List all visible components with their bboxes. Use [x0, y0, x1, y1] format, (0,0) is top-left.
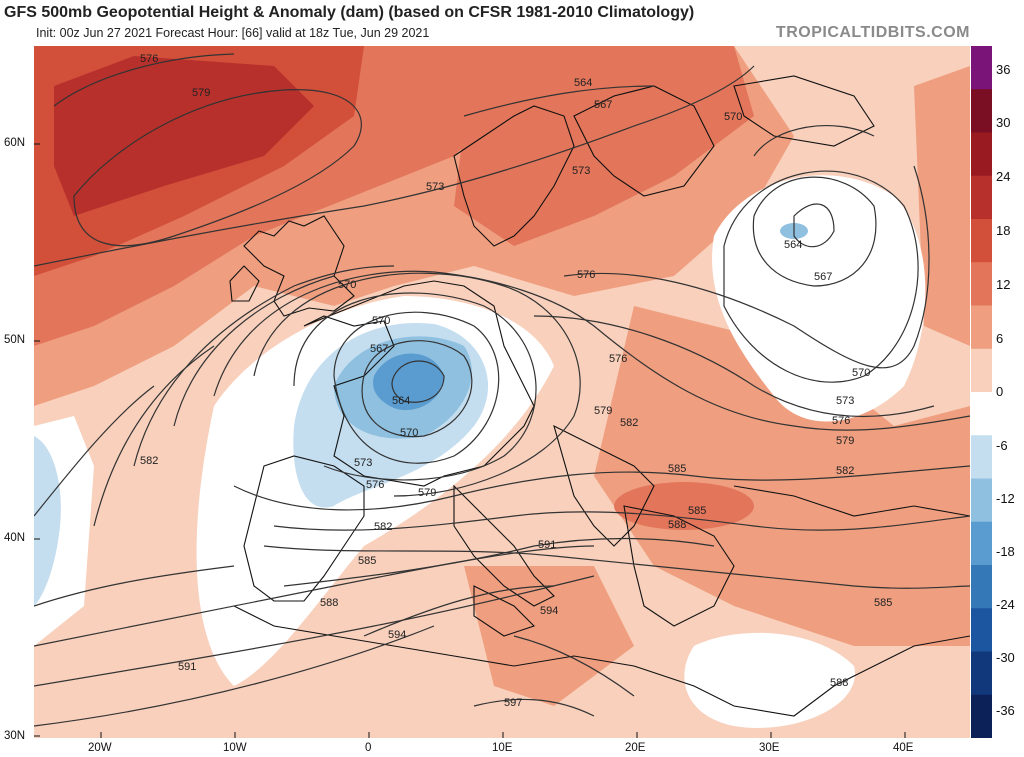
- contour-label: 570: [724, 111, 742, 123]
- contour-label: 585: [358, 555, 376, 567]
- lat-label: 40N: [4, 532, 26, 544]
- lat-label: 50N: [4, 334, 26, 346]
- contour-label: 570: [852, 367, 870, 379]
- contour-label: 582: [140, 455, 158, 467]
- colorbar-label: 18: [996, 223, 1011, 238]
- colorbar-label: 30: [996, 115, 1011, 130]
- contour-label: 594: [388, 629, 406, 641]
- contour-label: 567: [370, 343, 388, 355]
- lon-label: 20E: [625, 742, 646, 754]
- colorbar-swatch: [971, 219, 992, 263]
- contour-label: 564: [392, 395, 410, 407]
- colorbar-label: 24: [996, 169, 1011, 184]
- lat-label: 30N: [4, 730, 26, 742]
- map-svg: 576 579 564 567 570 573 573 570 576 564 …: [34, 46, 970, 738]
- contour-label: 579: [594, 405, 612, 417]
- contour-label: 576: [140, 53, 158, 65]
- colorbar-label: 0: [996, 384, 1004, 399]
- colorbar-label: 6: [996, 331, 1004, 346]
- graticule-ticks: [34, 143, 906, 738]
- anomaly-neutral-east: [712, 175, 926, 422]
- anomaly-positive-24: [54, 56, 314, 216]
- lon-label: 30E: [759, 742, 780, 754]
- colorbar-swatches: [971, 46, 992, 738]
- contour-label: 585: [688, 505, 706, 517]
- contour-label: 576: [366, 479, 384, 491]
- colorbar-swatch: [971, 89, 992, 133]
- colorbar-label: -36: [996, 703, 1015, 718]
- colorbar-swatch: [971, 132, 992, 177]
- contour-label: 585: [874, 597, 892, 609]
- colorbar-swatch: [971, 348, 992, 393]
- contour-label-group: 576 579 564 567 570 573 573 570 576 564 …: [140, 53, 892, 709]
- colorbar-swatch: [971, 478, 992, 523]
- colorbar-label: -18: [996, 544, 1015, 559]
- contour-label: 567: [594, 99, 612, 111]
- colorbar-label: -30: [996, 650, 1015, 665]
- colorbar-label: -6: [996, 438, 1008, 453]
- colorbar-swatch: [971, 608, 992, 652]
- colorbar-swatch: [971, 435, 992, 479]
- contour-label: 576: [609, 353, 627, 365]
- contour-label: 585: [668, 463, 686, 475]
- colorbar-label: 12: [996, 277, 1011, 292]
- anomaly-neutral-south: [684, 632, 855, 728]
- anomaly-positive-6-south: [464, 566, 634, 706]
- anomaly-map: 576 579 564 567 570 573 573 570 576 564 …: [34, 46, 970, 738]
- colorbar-swatch: [971, 521, 992, 566]
- contour-label: 573: [426, 181, 444, 193]
- brand-watermark[interactable]: TROPICALTIDBITS.COM: [775, 24, 970, 41]
- contour-label: 567: [814, 271, 832, 283]
- lon-label: 0: [365, 742, 372, 754]
- contour-label: 588: [668, 519, 686, 531]
- colorbar-label: -12: [996, 491, 1015, 506]
- lat-label: 60N: [4, 137, 26, 149]
- colorbar-swatch: [971, 262, 992, 306]
- lon-label: 10E: [492, 742, 513, 754]
- contour-label: 591: [538, 539, 556, 551]
- contour-label: 570: [400, 427, 418, 439]
- contour-label: 582: [620, 417, 638, 429]
- colorbar-label: -24: [996, 597, 1015, 612]
- contour-label: 579: [192, 87, 210, 99]
- contour-label: 570: [338, 279, 356, 291]
- contour-label: 597: [504, 697, 522, 709]
- anomaly-positive-12-north: [414, 46, 754, 246]
- height-contours: [34, 53, 970, 727]
- contour-label: 573: [572, 165, 590, 177]
- colorbar-swatch: [971, 392, 992, 436]
- anomaly-negative-sw: [34, 436, 61, 606]
- colorbar-label: 36: [996, 62, 1011, 77]
- contour-label: 564: [784, 239, 802, 251]
- map-title: GFS 500mb Geopotential Height & Anomaly …: [4, 4, 695, 21]
- contour-label: 564: [574, 77, 592, 89]
- lon-label: 40E: [893, 742, 914, 754]
- colorbar: [971, 46, 992, 738]
- contour-label: 576: [832, 415, 850, 427]
- contour-label: 588: [320, 597, 338, 609]
- colorbar-swatch: [971, 651, 992, 696]
- map-subtitle: Init: 00z Jun 27 2021 Forecast Hour: [66…: [36, 26, 430, 40]
- contour-label: 573: [836, 395, 854, 407]
- colorbar-swatch: [971, 305, 992, 350]
- colorbar-swatch: [971, 694, 992, 738]
- contour-label: 582: [836, 465, 854, 477]
- contour-label: 591: [178, 661, 196, 673]
- lon-label: 20W: [88, 742, 112, 754]
- contour-label: 588: [830, 677, 848, 689]
- contour-label: 570: [372, 315, 390, 327]
- lon-label: 10W: [223, 742, 247, 754]
- contour-label: 582: [374, 521, 392, 533]
- contour-label: 573: [354, 457, 372, 469]
- contour-label: 594: [540, 605, 558, 617]
- anomaly-positive-12-balkans: [614, 482, 754, 530]
- colorbar-swatch: [971, 175, 992, 220]
- colorbar-swatch: [971, 565, 992, 609]
- anomaly-negative-18: [373, 353, 444, 411]
- anomaly-positive-6-east: [594, 306, 970, 646]
- contour-label: 576: [577, 269, 595, 281]
- contour-label: 579: [836, 435, 854, 447]
- contour-label: 579: [418, 487, 436, 499]
- colorbar-swatch: [971, 46, 992, 90]
